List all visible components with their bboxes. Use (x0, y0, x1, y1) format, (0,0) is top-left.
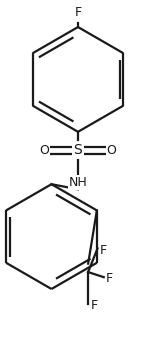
Text: F: F (100, 244, 107, 257)
Text: F: F (90, 299, 98, 312)
Text: O: O (107, 144, 117, 157)
Text: NH: NH (69, 176, 87, 189)
Text: F: F (106, 272, 113, 285)
Text: S: S (74, 143, 82, 158)
Text: F: F (74, 6, 82, 19)
Text: O: O (39, 144, 49, 157)
